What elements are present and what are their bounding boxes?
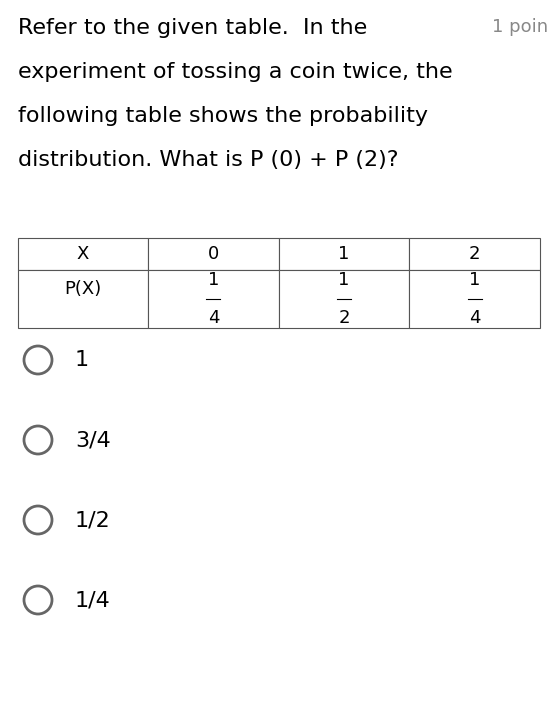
Text: 1: 1 (469, 271, 480, 289)
Text: 1/2: 1/2 (75, 510, 111, 530)
Text: 2: 2 (469, 245, 480, 263)
Text: distribution. What is P (0) + P (2)?: distribution. What is P (0) + P (2)? (18, 150, 399, 170)
Circle shape (24, 426, 52, 454)
Text: 1: 1 (75, 350, 89, 370)
Circle shape (24, 346, 52, 374)
Text: following table shows the probability: following table shows the probability (18, 106, 428, 126)
Text: P(X): P(X) (64, 280, 101, 298)
Text: 2: 2 (338, 309, 350, 327)
Text: X: X (77, 245, 89, 263)
Text: 1/4: 1/4 (75, 590, 111, 610)
Text: 4: 4 (469, 309, 480, 327)
Bar (148, 238, 279, 270)
Bar (18, 270, 148, 328)
Circle shape (24, 506, 52, 534)
Bar (409, 238, 540, 270)
Bar (148, 270, 279, 328)
Text: 1 poin: 1 poin (492, 18, 548, 36)
Bar (279, 270, 409, 328)
Circle shape (24, 586, 52, 614)
Text: 4: 4 (208, 309, 219, 327)
Text: 0: 0 (208, 245, 219, 263)
Bar (279, 238, 409, 270)
Text: Refer to the given table.  In the: Refer to the given table. In the (18, 18, 367, 38)
Text: 1: 1 (338, 271, 349, 289)
Text: 1: 1 (208, 271, 219, 289)
Bar (409, 270, 540, 328)
Text: 3/4: 3/4 (75, 430, 111, 450)
Text: experiment of tossing a coin twice, the: experiment of tossing a coin twice, the (18, 62, 452, 82)
Text: 1: 1 (338, 245, 349, 263)
Bar (18, 238, 148, 270)
